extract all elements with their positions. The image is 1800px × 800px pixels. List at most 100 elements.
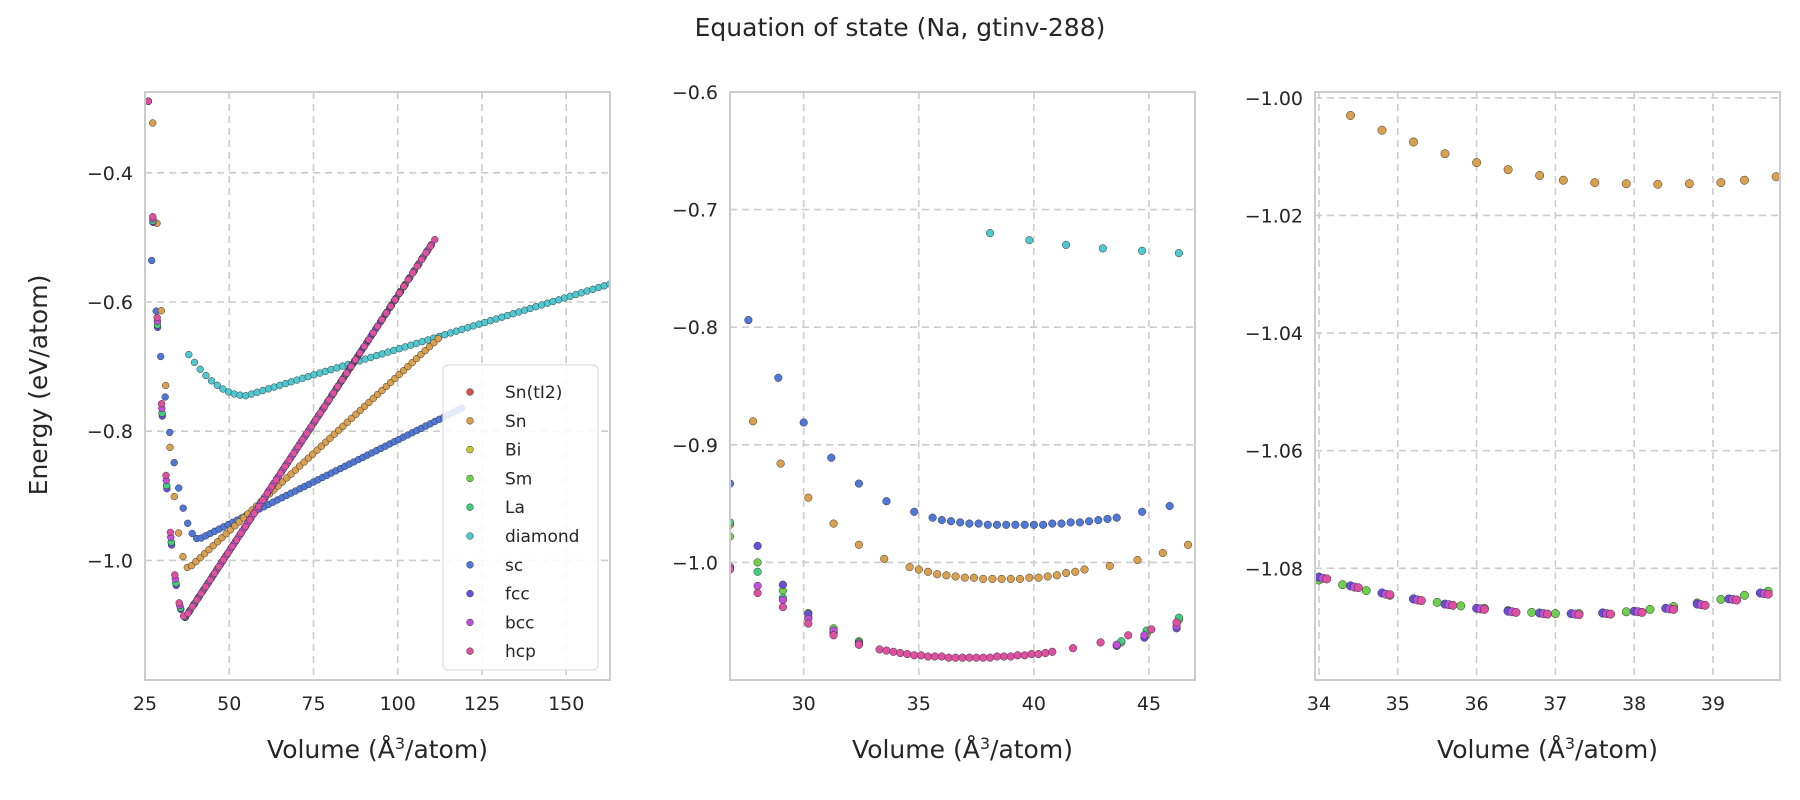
data-point [290,449,298,457]
data-point [1103,514,1112,523]
data-point [294,442,302,451]
grid [730,92,1195,680]
data-point [369,329,377,337]
data-point [854,540,863,549]
legend-label: diamond [505,527,579,547]
data-point [206,576,214,584]
legend-marker [466,417,474,425]
data-point [400,282,408,290]
data-point [175,599,183,607]
data-point [1353,583,1363,593]
data-point [161,393,169,401]
data-point [162,381,170,390]
data-point [1029,520,1038,529]
data-point [992,652,1002,661]
data-point [1098,244,1107,253]
x-tick-label: 25 [133,693,157,715]
data-point [285,456,294,464]
data-point [431,235,439,244]
data-point [157,352,165,361]
x-axis-label: Volume (Å3/atom) [852,734,1073,764]
x-tick-label: 37 [1543,693,1567,715]
panel-middle: 30 35 40 45 −1.0 −0.9 −0.8 −0.7 −0.6 Volume (Å3/a… [672,82,1196,764]
data-point [281,462,289,471]
data-point [910,507,919,516]
plot-frame [729,91,1196,681]
data-point [149,213,157,221]
data-point [799,418,808,427]
data-point [958,653,967,662]
data-point [1574,610,1584,620]
data-point [153,313,161,322]
data-point [426,242,435,250]
y-tick-label: −1.08 [1245,558,1303,580]
legend-box [442,364,599,671]
data-point [1066,518,1075,527]
data-point [268,482,276,491]
data-point [753,588,762,598]
legend-marker [466,388,474,396]
data-point [937,652,946,661]
data-point [986,653,995,662]
data-point [1048,647,1057,656]
data-point [1385,590,1395,600]
data-point [1138,507,1147,516]
data-point [988,574,997,583]
data-point [974,519,983,528]
data-point [413,262,421,270]
data-point [307,422,316,431]
data-point [1558,175,1568,185]
data-point [1062,240,1071,249]
data-point [213,381,221,389]
data-point [1346,111,1355,120]
y-tick-label: −1.0 [672,552,718,574]
y-tick-label: −1.04 [1245,323,1303,345]
data-point [917,651,926,660]
data-point [263,489,271,497]
data-point [166,443,174,452]
data-point [1338,580,1348,590]
data-point [1535,171,1545,180]
data-point [1448,600,1458,610]
data-point [145,6,152,13]
data-point [1043,572,1052,581]
data-point [944,653,953,662]
y-tick-label: −0.6 [672,82,718,104]
data-point [417,255,426,264]
data-point [1020,651,1029,660]
data-point [1085,517,1094,526]
series-hcp [730,565,1181,662]
data-point [1039,520,1048,529]
data-point [1621,179,1631,189]
data-point [1716,594,1726,604]
data-point [325,396,333,404]
panel-right: 34 35 36 37 38 39 −1.08 −1.06 −1.04 −1.02 −1.00 Vol… [1245,88,1781,764]
legend-marker [466,561,474,569]
data-point [946,517,956,526]
data-point [329,389,338,397]
data-point [997,574,1006,583]
data-point [1456,601,1466,611]
data-point [185,350,193,359]
y-tick-label: −1.02 [1245,205,1303,227]
data-point [896,648,905,658]
data-point [910,651,919,660]
data-point [272,476,280,484]
legend: Sn(tI2) Sn Bi Sm La diamond sc fcc bcc hcp [442,364,599,671]
data-point [854,479,863,488]
data-point [1112,640,1121,649]
data-point [778,580,787,589]
y-tick-label: −0.6 [87,292,133,314]
x-tick-label: 35 [907,693,931,715]
y-tick-label: −0.8 [87,421,133,443]
data-point [1763,589,1773,599]
data-point [1172,618,1181,627]
data-point [986,229,995,238]
data-point [409,269,417,277]
data-point [882,497,891,506]
data-point [1503,165,1513,175]
data-point [1732,595,1742,605]
data-point [1409,137,1418,147]
panel-left: 25 50 75 100 125 150 −1.0 −0.8 −0.6 −0.4 Volume (Å… [87,6,611,764]
